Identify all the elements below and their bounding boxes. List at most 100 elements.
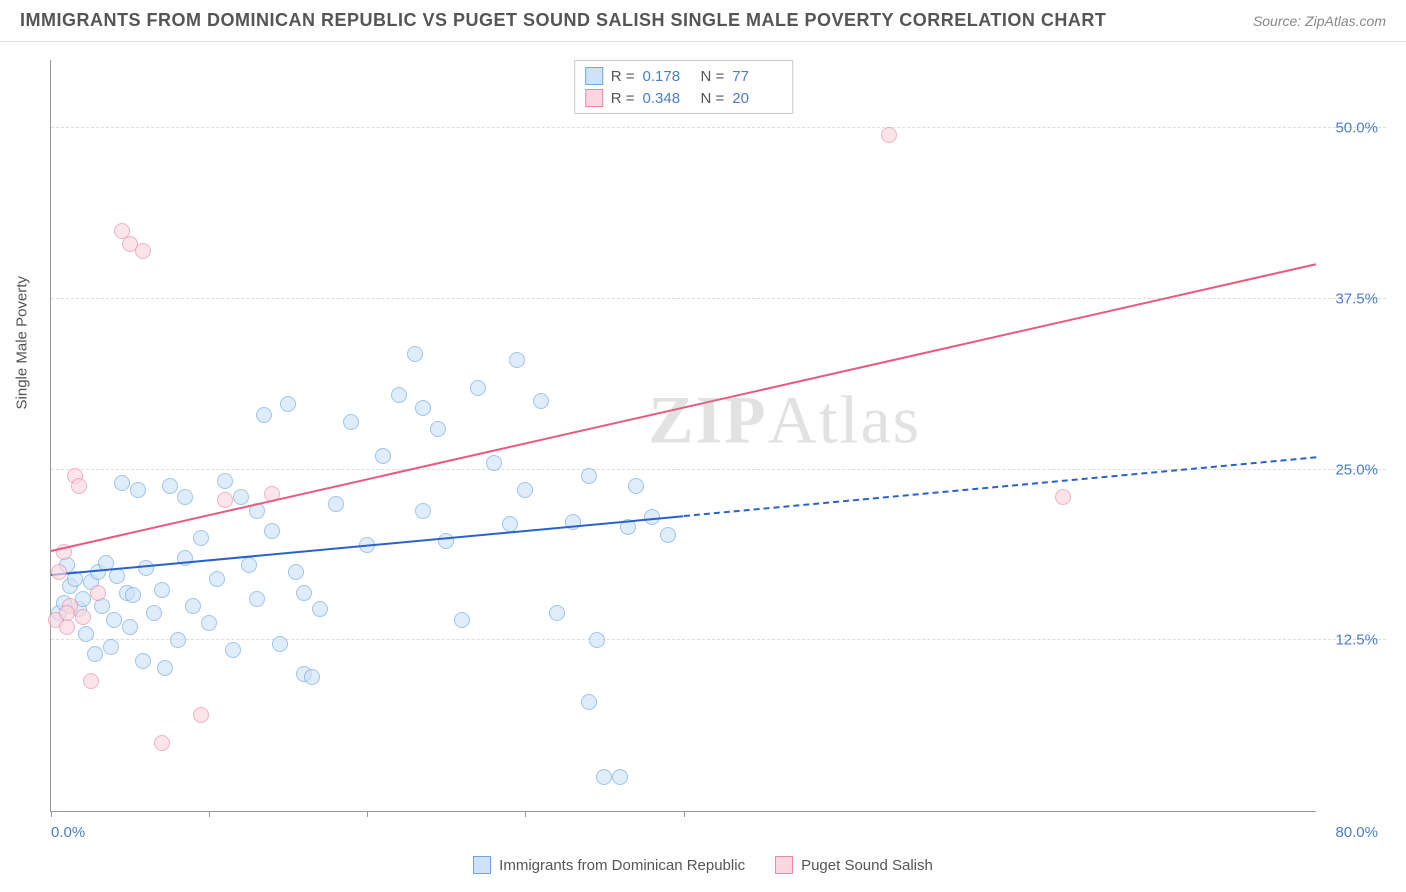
data-point [296, 585, 312, 601]
data-point [375, 448, 391, 464]
r-label: R = [611, 68, 635, 85]
data-point [83, 673, 99, 689]
data-point [343, 414, 359, 430]
chart-header: IMMIGRANTS FROM DOMINICAN REPUBLIC VS PU… [0, 0, 1406, 42]
data-point [177, 489, 193, 505]
legend-swatch-pink-icon [775, 856, 793, 874]
data-point [162, 478, 178, 494]
data-point [881, 127, 897, 143]
data-point [125, 587, 141, 603]
chart-source: Source: ZipAtlas.com [1253, 13, 1386, 29]
data-point [154, 582, 170, 598]
data-point [130, 482, 146, 498]
data-point [109, 568, 125, 584]
y-tick-label: 50.0% [1335, 120, 1378, 137]
data-point [71, 478, 87, 494]
legend-item-pink: Puget Sound Salish [775, 856, 933, 874]
data-point [170, 632, 186, 648]
data-point [193, 530, 209, 546]
data-point [256, 407, 272, 423]
data-point [51, 564, 67, 580]
legend-label-blue: Immigrants from Dominican Republic [499, 857, 745, 874]
legend-swatch-blue-icon [473, 856, 491, 874]
data-point [391, 387, 407, 403]
data-point [138, 560, 154, 576]
data-point [103, 639, 119, 655]
x-tick [367, 811, 368, 817]
data-point [430, 421, 446, 437]
data-point [470, 380, 486, 396]
gridline [51, 639, 1386, 640]
data-point [581, 694, 597, 710]
y-tick-label: 25.0% [1335, 461, 1378, 478]
data-point [114, 475, 130, 491]
legend-item-blue: Immigrants from Dominican Republic [473, 856, 745, 874]
x-tick [684, 811, 685, 817]
data-point [304, 669, 320, 685]
series-legend: Immigrants from Dominican Republic Puget… [0, 856, 1406, 874]
data-point [264, 523, 280, 539]
correlation-legend-row-blue: R = 0.178 N = 77 [585, 65, 783, 87]
watermark-thin: Atlas [768, 382, 922, 458]
data-point [509, 352, 525, 368]
data-point [201, 615, 217, 631]
n-label: N = [701, 90, 725, 107]
data-point [415, 400, 431, 416]
data-point [78, 626, 94, 642]
data-point [612, 769, 628, 785]
data-point [193, 707, 209, 723]
data-point [581, 468, 597, 484]
x-tick [51, 811, 52, 817]
data-point [533, 393, 549, 409]
data-point [272, 636, 288, 652]
data-point [486, 455, 502, 471]
data-point [87, 646, 103, 662]
data-point [312, 601, 328, 617]
data-point [589, 632, 605, 648]
data-point [94, 598, 110, 614]
n-value-pink: 20 [732, 90, 782, 107]
data-point [407, 346, 423, 362]
data-point [217, 473, 233, 489]
data-point [59, 605, 75, 621]
y-axis-label: Single Male Poverty [14, 276, 31, 409]
scatter-plot: ZIPAtlas R = 0.178 N = 77 R = 0.348 N = … [50, 60, 1316, 812]
x-end-label: 80.0% [1335, 824, 1378, 841]
n-value-blue: 77 [732, 68, 782, 85]
data-point [438, 533, 454, 549]
legend-swatch-pink [585, 89, 603, 107]
y-tick-label: 37.5% [1335, 290, 1378, 307]
n-label: N = [701, 68, 725, 85]
data-point [454, 612, 470, 628]
trend-line-dashed [683, 457, 1316, 518]
r-value-pink: 0.348 [643, 90, 693, 107]
data-point [415, 503, 431, 519]
data-point [185, 598, 201, 614]
y-tick-label: 12.5% [1335, 632, 1378, 649]
trend-line [51, 515, 684, 576]
data-point [233, 489, 249, 505]
data-point [628, 478, 644, 494]
r-value-blue: 0.178 [643, 68, 693, 85]
data-point [225, 642, 241, 658]
data-point [146, 605, 162, 621]
data-point [549, 605, 565, 621]
data-point [328, 496, 344, 512]
x-tick [209, 811, 210, 817]
gridline [51, 298, 1386, 299]
data-point [59, 619, 75, 635]
trend-line [51, 263, 1316, 552]
correlation-legend-row-pink: R = 0.348 N = 20 [585, 87, 783, 109]
legend-swatch-blue [585, 67, 603, 85]
chart-title: IMMIGRANTS FROM DOMINICAN REPUBLIC VS PU… [20, 10, 1106, 31]
data-point [217, 492, 233, 508]
data-point [106, 612, 122, 628]
watermark: ZIPAtlas [648, 381, 921, 460]
data-point [157, 660, 173, 676]
data-point [135, 653, 151, 669]
data-point [90, 585, 106, 601]
data-point [154, 735, 170, 751]
data-point [135, 243, 151, 259]
x-tick [525, 811, 526, 817]
data-point [660, 527, 676, 543]
